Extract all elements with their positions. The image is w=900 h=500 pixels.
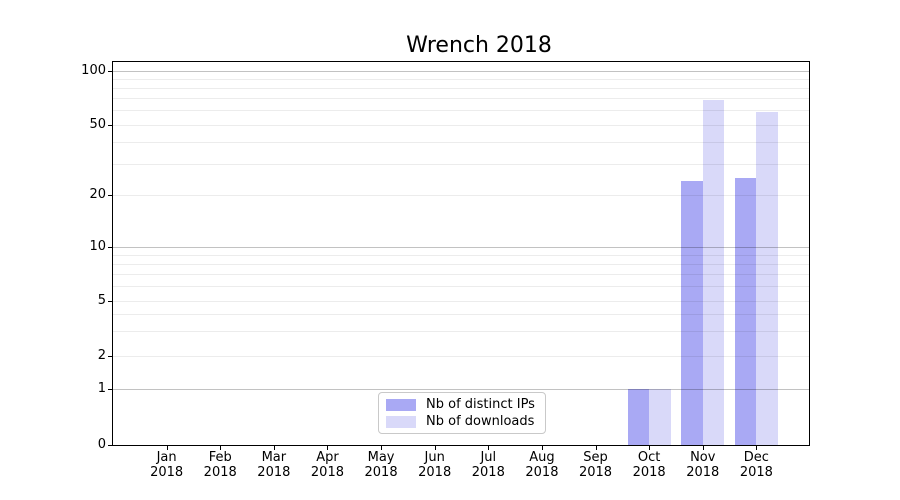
- gridline-minor-4: [113, 313, 809, 315]
- x-tick-label-sep-2018: Sep 2018: [578, 450, 613, 480]
- legend-swatch-distinct-ips: [386, 398, 416, 411]
- x-tick-label-apr-2018: Apr 2018: [310, 450, 344, 480]
- plot-area: [112, 61, 810, 446]
- y-tick-mark-0: [108, 445, 112, 446]
- y-tick-mark-50: [108, 125, 112, 126]
- gridline-minor-20: [113, 195, 809, 196]
- y-tick-mark-1: [108, 389, 112, 390]
- x-tick-mark-nov-2018: [703, 446, 704, 450]
- legend: Nb of distinct IPs Nb of downloads: [378, 392, 546, 434]
- y-tick-label-5: 5: [97, 292, 106, 308]
- y-tick-mark-20: [108, 195, 112, 196]
- y-tick-mark-100: [108, 71, 112, 72]
- x-tick-label-nov-2018: Nov 2018: [686, 450, 720, 480]
- y-tick-label-0: 0: [97, 437, 106, 452]
- x-tick-label-jan-2018: Jan 2018: [150, 450, 184, 480]
- gridline-minor-8: [113, 263, 809, 265]
- legend-label: Nb of distinct IPs: [426, 397, 535, 412]
- y-tick-label-2: 2: [97, 347, 106, 363]
- x-tick-mark-mar-2018: [274, 446, 275, 450]
- gridline-minor-7: [113, 274, 809, 276]
- gridline-major-10: [113, 246, 809, 248]
- gridline-minor-2: [113, 355, 809, 357]
- gridline-minor-9: [113, 254, 809, 256]
- gridline-minor-30: [113, 163, 809, 165]
- gridline-minor-5: [113, 300, 809, 302]
- x-tick-mark-may-2018: [381, 446, 382, 450]
- x-tick-mark-sep-2018: [596, 446, 597, 450]
- legend-swatch-downloads: [386, 415, 416, 428]
- bar-nb-of-downloads-oct-2018: [649, 388, 671, 445]
- legend-item-downloads: Nb of downloads: [386, 414, 538, 429]
- x-tick-label-feb-2018: Feb 2018: [203, 450, 237, 480]
- y-tick-mark-10: [108, 247, 112, 248]
- y-tick-mark-2: [108, 356, 112, 357]
- legend-label: Nb of downloads: [426, 414, 535, 429]
- x-tick-mark-dec-2018: [756, 446, 757, 450]
- x-tick-label-jul-2018: Jul 2018: [471, 450, 505, 480]
- x-tick-label-oct-2018: Oct 2018: [632, 450, 666, 480]
- gridline-minor-60: [113, 110, 809, 112]
- legend-item-distinct-ips: Nb of distinct IPs: [386, 397, 538, 412]
- x-tick-mark-oct-2018: [649, 446, 650, 450]
- y-tick-label-1: 1: [97, 380, 106, 396]
- y-tick-label-20: 20: [89, 187, 106, 202]
- x-tick-label-mar-2018: Mar 2018: [257, 450, 291, 480]
- bar-nb-of-distinct-ips-oct-2018: [627, 388, 650, 445]
- y-tick-mark-5: [108, 301, 112, 302]
- x-tick-label-aug-2018: Aug 2018: [525, 450, 559, 480]
- bar-nb-of-distinct-ips-nov-2018: [681, 180, 703, 445]
- x-tick-mark-jun-2018: [435, 446, 436, 450]
- gridline-minor-6: [113, 286, 809, 288]
- bar-nb-of-downloads-nov-2018: [702, 99, 725, 445]
- gridline-major-100: [113, 70, 809, 72]
- y-tick-label-10: 10: [89, 238, 106, 254]
- y-tick-label-100: 100: [81, 62, 106, 78]
- bar-nb-of-distinct-ips-dec-2018: [734, 177, 757, 445]
- x-tick-label-jun-2018: Jun 2018: [418, 450, 452, 480]
- gridline-minor-90: [113, 79, 809, 81]
- chart-title: Wrench 2018: [406, 33, 552, 58]
- x-tick-mark-feb-2018: [220, 446, 221, 450]
- gridline-minor-50: [113, 124, 809, 126]
- bar-nb-of-downloads-dec-2018: [756, 111, 778, 445]
- x-tick-mark-jan-2018: [167, 446, 168, 450]
- y-tick-label-50: 50: [89, 116, 106, 132]
- x-tick-mark-jul-2018: [488, 446, 489, 450]
- x-tick-mark-aug-2018: [542, 446, 543, 450]
- gridline-major-1: [113, 388, 809, 390]
- gridline-minor-40: [113, 141, 809, 143]
- x-tick-label-dec-2018: Dec 2018: [739, 450, 773, 480]
- gridline-minor-3: [113, 331, 809, 333]
- x-tick-label-may-2018: May 2018: [364, 450, 398, 480]
- x-tick-mark-apr-2018: [327, 446, 328, 450]
- gridline-minor-80: [113, 88, 809, 90]
- gridline-minor-70: [113, 98, 809, 100]
